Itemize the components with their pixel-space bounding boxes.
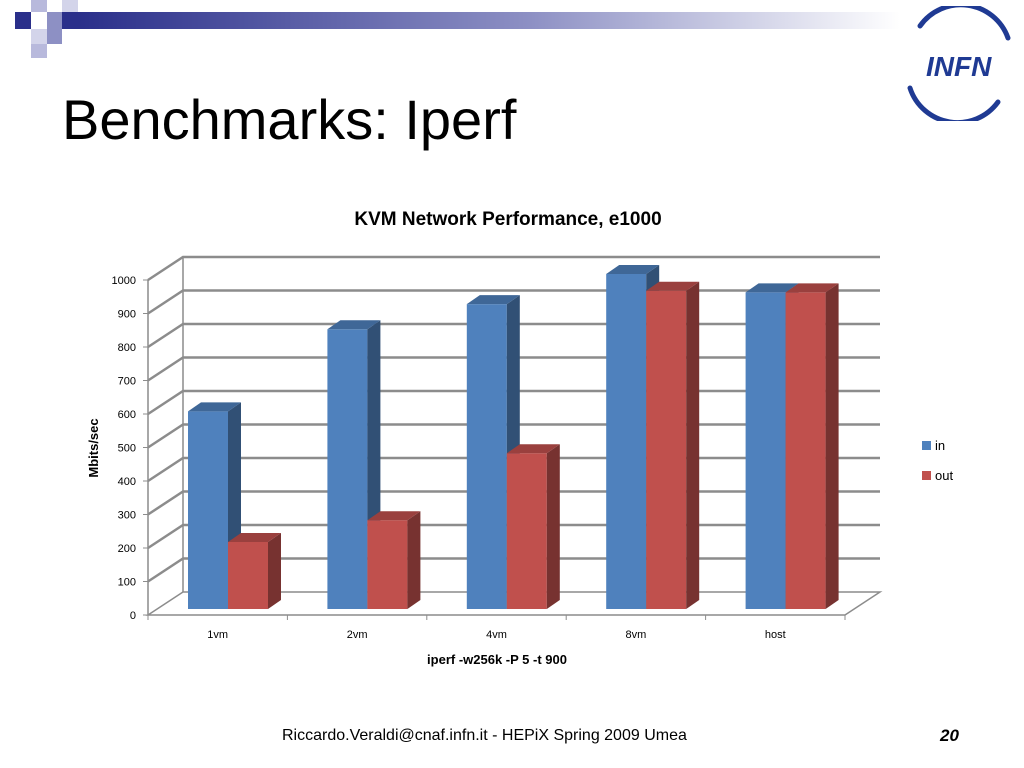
bar-out-1vm — [228, 533, 281, 609]
deco-square — [62, 12, 78, 29]
deco-square — [31, 44, 47, 58]
footer-text: Riccardo.Veraldi@cnaf.infn.it - HEPiX Sp… — [282, 727, 687, 744]
bar-front — [506, 453, 547, 609]
y-tick-label: 800 — [118, 342, 136, 354]
slide-title: Benchmarks: Iperf — [62, 88, 517, 151]
y-axis-label: Mbits/sec — [86, 418, 101, 477]
logo-text: INFN — [926, 51, 992, 82]
header-gradient-bar — [78, 12, 900, 29]
logo-arc-bottom — [907, 85, 1001, 121]
x-tick-label: 4vm — [486, 629, 507, 641]
bar-front — [466, 304, 507, 609]
bar-top — [785, 283, 839, 293]
bar-top — [327, 320, 381, 330]
chart-bars — [188, 265, 839, 609]
bar-top — [745, 283, 799, 293]
bar-front — [606, 274, 647, 609]
bar-top — [646, 281, 700, 291]
deco-square — [47, 29, 62, 44]
y-tick-label: 300 — [118, 510, 136, 522]
y-tick-label: 100 — [118, 577, 136, 589]
deco-square — [31, 0, 47, 12]
logo-arc-top — [917, 6, 1011, 41]
x-axis-label: iperf -w256k -P 5 -t 900 — [427, 652, 567, 667]
chart-text: 0 100 200 300 400 500 600 700 800 900 1000 1vm 2vm 4v… — [86, 209, 953, 667]
legend-label-out: out — [935, 468, 953, 483]
bar-side — [546, 444, 560, 609]
bar-front — [646, 290, 687, 609]
y-tick-label: 200 — [118, 543, 136, 555]
page-number: 20 — [940, 726, 959, 745]
legend-label-in: in — [935, 438, 945, 453]
bar-chart: 0 100 200 300 400 500 600 700 800 900 1000 1vm 2vm 4v… — [86, 209, 953, 667]
bar-out-4vm — [506, 444, 560, 609]
legend-swatch-in — [922, 441, 931, 450]
bar-side — [686, 281, 700, 609]
bar-top — [606, 265, 660, 274]
bar-front — [745, 292, 786, 609]
deco-square — [15, 12, 31, 29]
y-tick-label: 700 — [118, 376, 136, 388]
y-tick-label: 900 — [118, 309, 136, 321]
bar-front — [188, 411, 228, 609]
chart-title: KVM Network Performance, e1000 — [354, 209, 661, 230]
bar-top — [367, 511, 421, 521]
x-tick-label: 2vm — [347, 629, 368, 641]
legend-swatch-out — [922, 471, 931, 480]
infn-logo: INFN — [907, 6, 1011, 121]
deco-square — [47, 12, 62, 29]
bar-front — [367, 520, 408, 609]
bar-side — [268, 533, 281, 609]
bar-top — [188, 402, 241, 412]
y-tick-label: 500 — [118, 443, 136, 455]
bar-top — [466, 295, 520, 305]
bar-side — [825, 283, 839, 609]
y-tick-label: 400 — [118, 476, 136, 488]
y-tick-label: 600 — [118, 409, 136, 421]
gridline — [147, 255, 880, 282]
bar-top — [228, 533, 281, 542]
deco-square — [62, 0, 78, 12]
bar-front — [228, 542, 268, 609]
bar-out-2vm — [367, 511, 421, 609]
bar-front — [785, 292, 826, 609]
bar-out-host — [785, 283, 839, 609]
x-tick-label: 1vm — [207, 629, 228, 641]
bar-front — [327, 329, 368, 609]
deco-square — [31, 29, 47, 44]
header-decoration — [15, 0, 900, 58]
bar-top — [506, 444, 560, 454]
bar-out-8vm — [646, 281, 700, 609]
x-tick-label: 8vm — [626, 629, 647, 641]
x-tick-label: host — [765, 629, 786, 641]
y-tick-label: 0 — [130, 610, 136, 622]
y-tick-label: 1000 — [112, 275, 136, 287]
bar-side — [407, 511, 421, 609]
